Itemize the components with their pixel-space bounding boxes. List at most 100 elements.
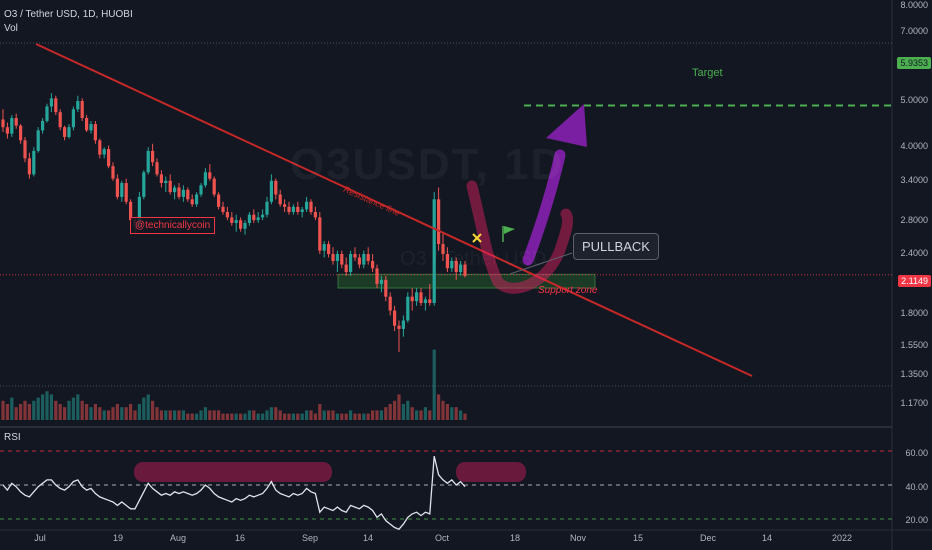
candle-body <box>137 196 141 226</box>
volume-bar <box>445 404 449 420</box>
volume-legend[interactable]: Vol <box>4 23 18 34</box>
candle-body <box>393 310 397 326</box>
rsi-legend[interactable]: RSI <box>4 432 21 443</box>
volume-bar <box>415 410 419 420</box>
volume-bar <box>393 400 397 420</box>
candle-body <box>151 150 155 163</box>
price-tick: 1.5500 <box>900 340 928 350</box>
time-tick: Oct <box>434 533 450 543</box>
volume-bar <box>111 407 115 420</box>
candle-body <box>107 149 111 167</box>
candle-body <box>5 127 9 134</box>
volume-bar <box>195 413 199 420</box>
candle-body <box>252 214 256 221</box>
candle-body <box>32 150 36 175</box>
volume-bar <box>335 413 339 420</box>
volume-bar <box>459 410 463 420</box>
candle-body <box>155 162 159 175</box>
volume-bar <box>247 410 251 420</box>
candle-body <box>19 125 23 141</box>
candle-body <box>225 212 229 218</box>
candle-body <box>445 254 449 269</box>
projection-arrow-head <box>546 104 587 147</box>
volume-bar <box>67 400 71 420</box>
candle-body <box>111 166 115 179</box>
symbol-legend[interactable]: O3 / Tether USD, 1D, HUOBI <box>4 9 133 20</box>
candle-body <box>58 112 62 128</box>
volume-bar <box>428 410 432 420</box>
volume-bar <box>129 404 133 420</box>
candle-body <box>36 130 40 151</box>
candle-body <box>463 264 467 276</box>
volume-bar <box>366 413 370 420</box>
candle-body <box>164 180 168 184</box>
candle-body <box>221 206 225 213</box>
candle-body <box>177 187 181 197</box>
candle-body <box>49 98 53 107</box>
volume-bar <box>441 400 445 420</box>
volume-bar <box>406 400 410 420</box>
volume-bar <box>362 413 366 420</box>
volume-bar <box>58 404 62 420</box>
volume-bar <box>146 394 150 420</box>
volume-bar <box>120 407 124 420</box>
cross-marker-icon <box>472 233 482 243</box>
volume-bar <box>230 413 234 420</box>
candle-body <box>428 299 432 304</box>
time-tick: Nov <box>569 533 587 543</box>
volume-bar <box>450 407 454 420</box>
rsi-tick: 20.00 <box>905 515 928 525</box>
volume-bar <box>322 410 326 420</box>
volume-bar <box>71 397 75 420</box>
candle-body <box>287 206 291 213</box>
rsi-range-highlight <box>134 462 332 482</box>
candle-body <box>397 325 401 329</box>
candle-body <box>419 292 423 304</box>
candle-body <box>212 178 216 195</box>
support-zone-label: Support zone <box>538 285 598 296</box>
volume-bar <box>388 404 392 420</box>
volume-bar <box>190 413 194 420</box>
candle-body <box>423 299 427 304</box>
candle-body <box>85 117 89 131</box>
volume-bar <box>168 410 172 420</box>
candle-body <box>384 279 388 297</box>
candle-body <box>230 217 234 223</box>
pullback-callout: PULLBACK <box>573 233 659 260</box>
price-tick: 1.1700 <box>900 398 928 408</box>
resistance-line <box>35 43 753 377</box>
volume-bar <box>208 410 212 420</box>
price-tick: 1.3500 <box>900 369 928 379</box>
volume-bar <box>296 413 300 420</box>
volume-bar <box>274 407 278 420</box>
candle-body <box>54 98 58 113</box>
price-tick: 5.0000 <box>900 95 928 105</box>
candle-body <box>243 222 247 229</box>
candle-body <box>432 199 436 304</box>
candle-body <box>190 199 194 205</box>
volume-bar <box>151 400 155 420</box>
candle-body <box>291 206 295 213</box>
candle-body <box>173 187 177 193</box>
candle-body <box>45 106 49 122</box>
volume-bar <box>115 404 119 420</box>
candle-body <box>459 264 463 273</box>
volume-bar <box>89 407 93 420</box>
time-tick: 14 <box>761 533 773 543</box>
price-tick: 3.4000 <box>900 175 928 185</box>
volume-bar <box>98 407 102 420</box>
volume-bar <box>155 407 159 420</box>
volume-bar <box>32 400 36 420</box>
candle-body <box>269 180 273 202</box>
volume-bar <box>256 413 260 420</box>
volume-bar <box>186 413 190 420</box>
volume-bar <box>93 404 97 420</box>
volume-bar <box>243 413 247 420</box>
volume-bar <box>5 404 9 420</box>
volume-bar <box>199 410 203 420</box>
candle-body <box>239 220 243 229</box>
time-tick: 16 <box>234 533 246 543</box>
candle-body <box>327 244 331 254</box>
volume-bar <box>1 400 5 420</box>
